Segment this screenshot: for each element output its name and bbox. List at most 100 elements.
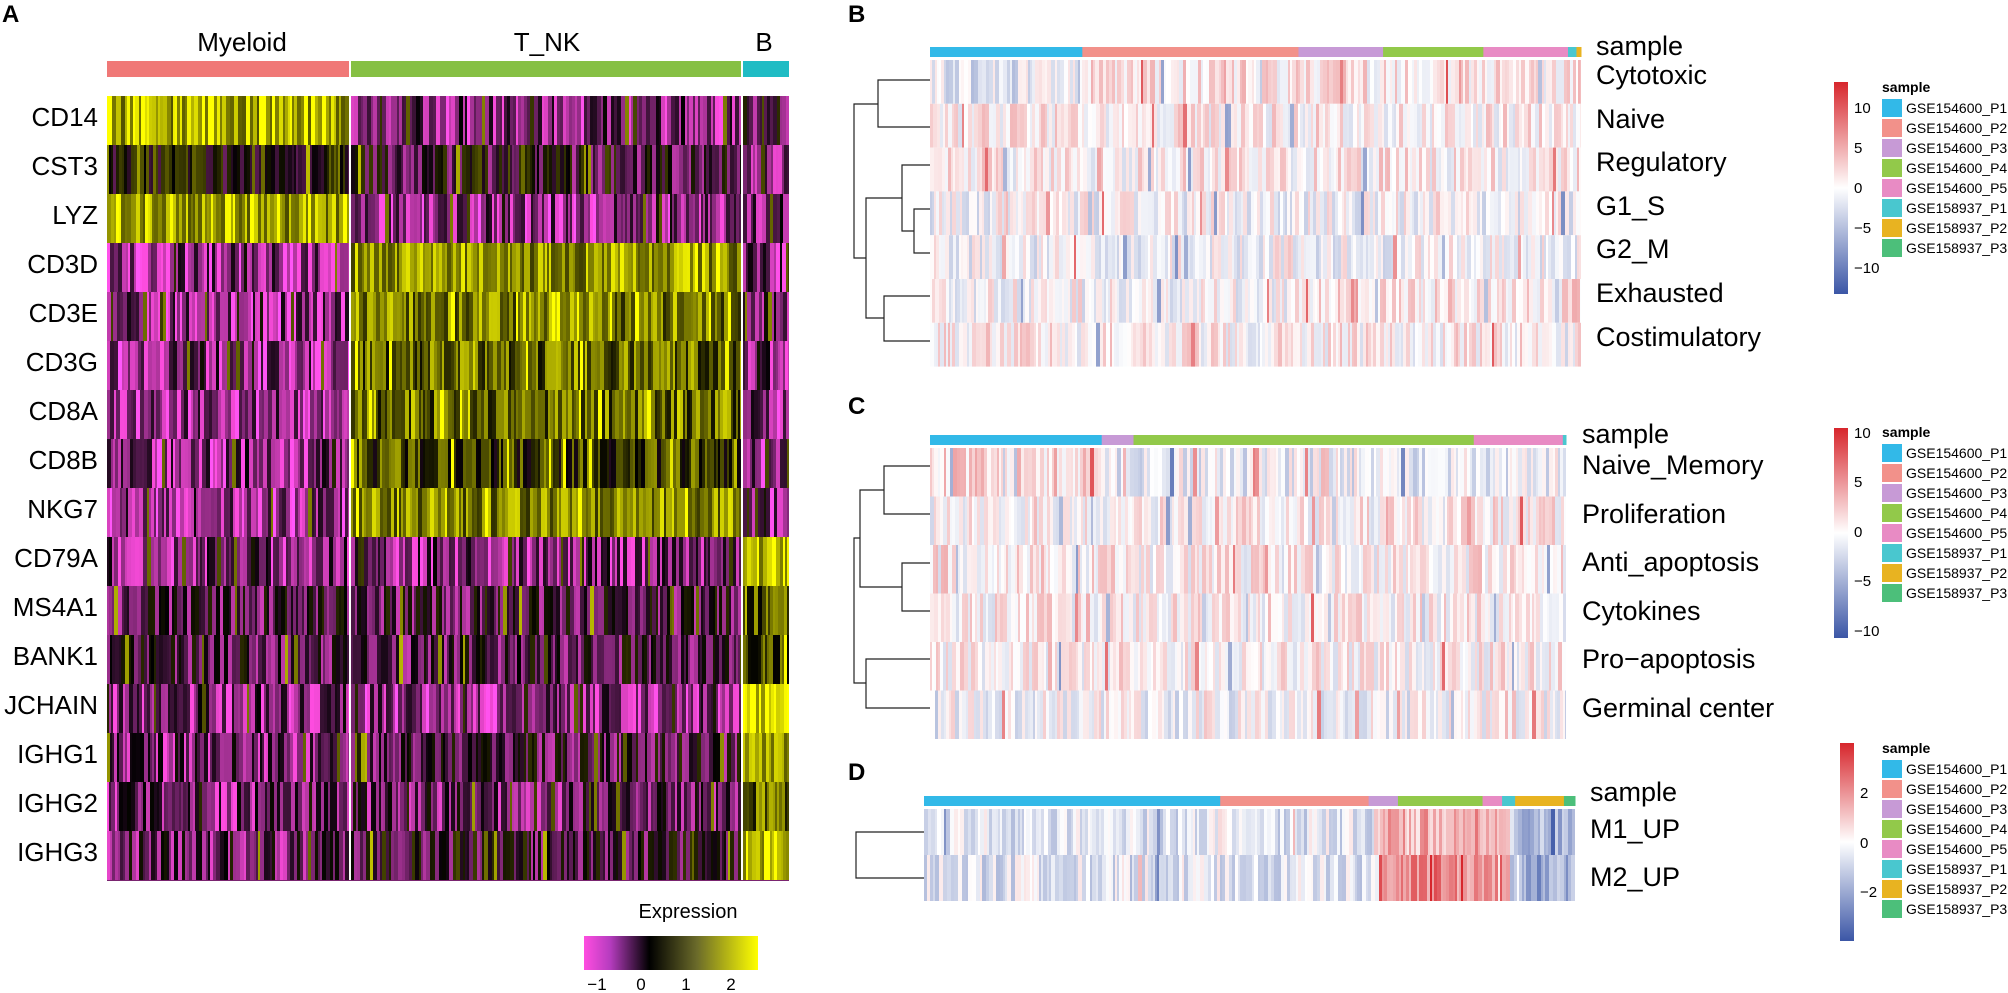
heatmap-cell (755, 733, 759, 782)
heatmap-cell (555, 733, 558, 782)
heatmap-cell (207, 243, 209, 292)
heatmap-cell (1018, 147, 1022, 192)
heatmap-cell (151, 635, 154, 684)
heatmap-cell (685, 96, 687, 145)
heatmap-cell (588, 635, 591, 684)
heatmap-cell (112, 831, 115, 880)
heatmap-cell (994, 279, 998, 323)
heatmap-cell (279, 684, 281, 733)
heatmap-cell (557, 96, 560, 145)
heatmap-cell (571, 341, 574, 390)
heatmap-cell (677, 292, 680, 341)
heatmap-cell (241, 439, 245, 488)
heatmap-cell (1573, 103, 1576, 148)
heatmap-cell (551, 635, 553, 684)
heatmap-cell (1316, 103, 1319, 148)
heatmap-cell (129, 635, 131, 684)
heatmap-cell (700, 635, 702, 684)
heatmap-cell (509, 684, 512, 733)
heatmap-cell (295, 194, 299, 243)
heatmap-cell (554, 96, 557, 145)
heatmap-cell (982, 191, 984, 236)
heatmap-cell (1394, 103, 1396, 148)
heatmap-cell (1064, 279, 1068, 323)
heatmap-cell (620, 488, 623, 537)
heatmap-cell (181, 586, 183, 635)
heatmap-cell (1234, 103, 1237, 148)
heatmap-cell (228, 292, 231, 341)
heatmap-cell (1349, 103, 1353, 148)
heatmap-cell (307, 586, 309, 635)
heatmap-cell (767, 145, 771, 194)
heatmap-cell (711, 390, 715, 439)
heatmap-cell (194, 341, 198, 390)
heatmap-cell (667, 586, 670, 635)
heatmap-cell (762, 194, 766, 243)
heatmap-cell (1329, 279, 1331, 323)
heatmap-cell (756, 831, 760, 880)
heatmap-cell (241, 782, 244, 831)
heatmap-cell (548, 194, 551, 243)
heatmap-cell (707, 439, 710, 488)
heatmap-cell (1452, 103, 1455, 148)
heatmap-cell (1030, 147, 1034, 192)
heatmap-cell (745, 341, 748, 390)
heatmap-cell (285, 635, 288, 684)
heatmap-cell (1129, 279, 1132, 323)
heatmap-cell (230, 341, 233, 390)
heatmap-cell (986, 60, 989, 104)
heatmap-cell (399, 96, 402, 145)
heatmap-cell (626, 635, 628, 684)
heatmap-cell (240, 537, 243, 586)
heatmap-cell (265, 145, 267, 194)
heatmap-cell (121, 96, 125, 145)
heatmap-cell (623, 390, 625, 439)
heatmap-cell (1544, 60, 1546, 104)
heatmap-cell (765, 439, 769, 488)
heatmap-cell (484, 831, 488, 880)
heatmap-cell (459, 488, 461, 537)
heatmap-cell (672, 635, 675, 684)
heatmap-cell (209, 684, 212, 733)
heatmap-cell (304, 684, 307, 733)
heatmap-cell (528, 733, 532, 782)
heatmap-cell (410, 488, 412, 537)
heatmap-cell (1329, 60, 1333, 104)
heatmap-cell (376, 488, 380, 537)
heatmap-cell (223, 439, 226, 488)
heatmap-cell (633, 243, 636, 292)
heatmap-cell (1024, 103, 1027, 148)
heatmap-cell (482, 831, 484, 880)
heatmap-cell (212, 390, 216, 439)
heatmap-cell (170, 194, 173, 243)
heatmap-cell (1113, 147, 1115, 192)
heatmap-cell (409, 733, 411, 782)
heatmap-cell (500, 684, 503, 733)
heatmap-cell (1047, 279, 1049, 323)
heatmap-cell (569, 782, 573, 831)
heatmap-cell (699, 782, 701, 831)
heatmap-cell (597, 635, 601, 684)
heatmap-cell (716, 733, 720, 782)
heatmap-cell (557, 684, 559, 733)
heatmap-cell (518, 390, 522, 439)
heatmap-cell (283, 782, 287, 831)
heatmap-cell (782, 733, 784, 782)
heatmap-cell (376, 390, 378, 439)
heatmap-cell (440, 537, 443, 586)
heatmap-cell (111, 145, 113, 194)
heatmap-cell (616, 831, 618, 880)
heatmap-cell (525, 635, 528, 684)
heatmap-cell (519, 537, 523, 586)
heatmap-cell (1392, 191, 1394, 236)
heatmap-cell (463, 782, 467, 831)
heatmap-cell (567, 684, 570, 733)
heatmap-cell (518, 684, 522, 733)
heatmap-cell (406, 194, 410, 243)
heatmap-cell (1351, 279, 1354, 323)
heatmap-cell (377, 831, 380, 880)
heatmap-cell (529, 586, 532, 635)
heatmap-cell (578, 488, 582, 537)
heatmap-cell (1271, 60, 1273, 104)
heatmap-cell (622, 782, 626, 831)
